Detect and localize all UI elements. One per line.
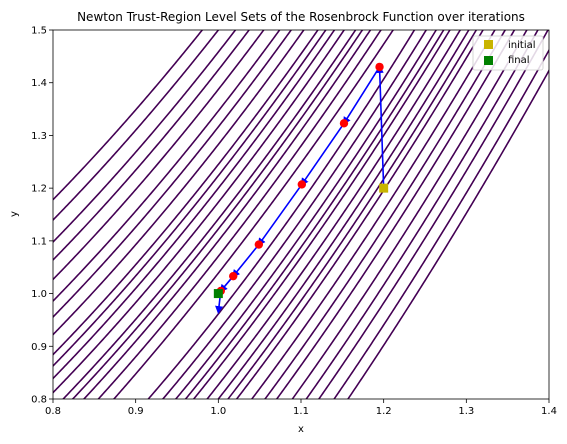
contour-line: [53, 30, 346, 394]
contour-line: [62, 30, 357, 399]
y-tick-label: 1.0: [31, 289, 47, 300]
iterate-point: [254, 240, 264, 249]
x-axis-label: x: [298, 424, 304, 435]
contour-line: [147, 30, 416, 399]
path-step-arrow: [300, 122, 345, 187]
contour-line: [347, 68, 549, 399]
legend-final-marker: [484, 56, 493, 65]
y-tick-label: 0.9: [31, 342, 47, 353]
contour-line: [206, 30, 462, 399]
x-tick-label: 0.8: [45, 406, 61, 417]
contour-line: [53, 30, 293, 319]
legend-initial-label: initial: [508, 40, 536, 51]
legend: initial final: [472, 35, 544, 71]
contour-line: [53, 30, 220, 222]
path-step-arrow: [342, 66, 381, 125]
contour-line: [235, 30, 484, 399]
contour-line: [161, 30, 428, 399]
contour-line: [53, 30, 281, 303]
iterate-point: [375, 62, 384, 72]
y-tick-label: 1.2: [31, 184, 47, 195]
y-tick-label: 1.5: [31, 26, 47, 37]
iterate-point: [339, 119, 349, 128]
contour-line: [53, 30, 237, 244]
contour-line: [53, 30, 319, 356]
contour-line: [53, 30, 265, 281]
contour-line: [291, 30, 528, 399]
path-step-arrow: [257, 183, 303, 247]
path-step-arrow: [231, 244, 260, 278]
contour-line: [53, 30, 251, 262]
iterate-point: [297, 180, 307, 189]
x-tick-label: 1.4: [541, 406, 557, 417]
contour-line: [305, 30, 539, 399]
iterate-points: [213, 62, 389, 299]
x-tick-label: 1.3: [458, 406, 474, 417]
path-step-arrow: [375, 64, 385, 189]
contour-line: [174, 30, 438, 399]
contour-line: [184, 30, 445, 399]
contour-lines: [53, 30, 549, 399]
contour-line: [227, 30, 478, 399]
y-axis-ticks: 0.8 0.9 1.0 1.1 1.2 1.3 1.4 1.5: [31, 26, 53, 406]
contour-line: [82, 30, 372, 399]
y-tick-label: 1.4: [31, 78, 47, 89]
contour-line: [192, 30, 451, 399]
y-tick-label: 1.3: [31, 131, 47, 142]
plot-area-frame: [52, 29, 550, 400]
contour-line: [53, 30, 204, 201]
x-axis-ticks: 0.8 0.9 1.0 1.1 1.2 1.3 1.4: [45, 399, 557, 417]
initial-point: [379, 183, 389, 193]
contour-line: [71, 30, 364, 399]
contour-line: [112, 30, 395, 399]
y-tick-label: 1.1: [31, 236, 47, 247]
x-tick-label: 0.9: [128, 406, 144, 417]
final-point: [213, 289, 223, 299]
iterate-point: [229, 271, 238, 281]
x-tick-label: 1.0: [210, 406, 226, 417]
x-tick-label: 1.1: [293, 406, 309, 417]
contour-line: [53, 30, 336, 380]
legend-initial-marker: [484, 40, 493, 49]
contour-line: [53, 30, 327, 368]
y-axis-label: y: [9, 211, 20, 217]
contour-line: [217, 30, 470, 399]
contour-line: [250, 30, 496, 399]
chart-title: Newton Trust-Region Level Sets of the Ro…: [77, 10, 525, 24]
x-tick-label: 1.2: [376, 406, 392, 417]
contour-line: [53, 30, 305, 336]
contour-line: [97, 30, 382, 399]
y-tick-label: 0.8: [31, 395, 47, 406]
contour-line: [333, 48, 549, 399]
contour-line: [317, 30, 549, 399]
legend-final-label: final: [508, 55, 530, 66]
